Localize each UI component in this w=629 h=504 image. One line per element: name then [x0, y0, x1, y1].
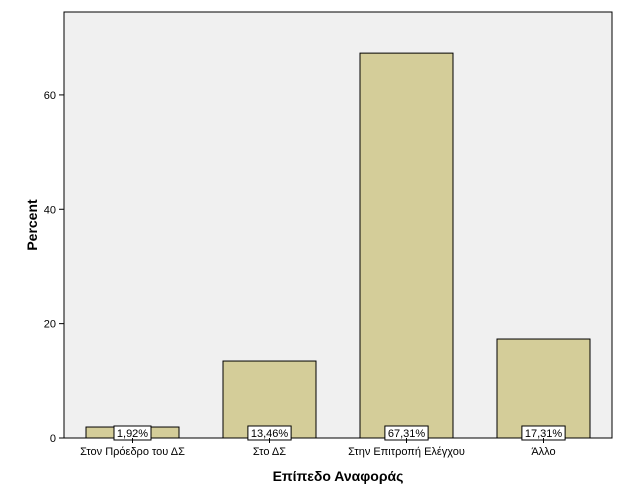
- data-label: 67,31%: [388, 428, 426, 440]
- bar: [359, 52, 454, 439]
- y-axis-title: Percent: [24, 199, 40, 251]
- x-axis-title: Επίπεδο Αναφοράς: [273, 468, 404, 484]
- y-tick-label: 40: [44, 204, 56, 216]
- y-tick-label: 0: [50, 433, 56, 445]
- bar: [496, 338, 591, 439]
- data-label: 17,31%: [525, 428, 563, 440]
- bar: [222, 360, 317, 439]
- y-tick-label: 60: [44, 90, 56, 102]
- data-label: 1,92%: [117, 428, 148, 440]
- y-axis-ticks: 0 20 40 60: [44, 90, 64, 445]
- x-axis-ticks: Στον Πρόεδρο του ΔΣ Στο ΔΣ Στην Επιτροπή Ε…: [80, 438, 556, 458]
- bars-group: 1,92% 13,46% 67,31% 17,31%: [85, 52, 591, 441]
- x-tick-label: Στο ΔΣ: [253, 446, 286, 458]
- y-tick-label: 20: [44, 319, 56, 331]
- x-tick-label: Άλλο: [531, 446, 555, 458]
- data-label: 13,46%: [251, 428, 289, 440]
- x-tick-label: Στον Πρόεδρο του ΔΣ: [80, 446, 185, 458]
- x-tick-label: Στην Επιτροπή Ελέγχου: [348, 446, 465, 458]
